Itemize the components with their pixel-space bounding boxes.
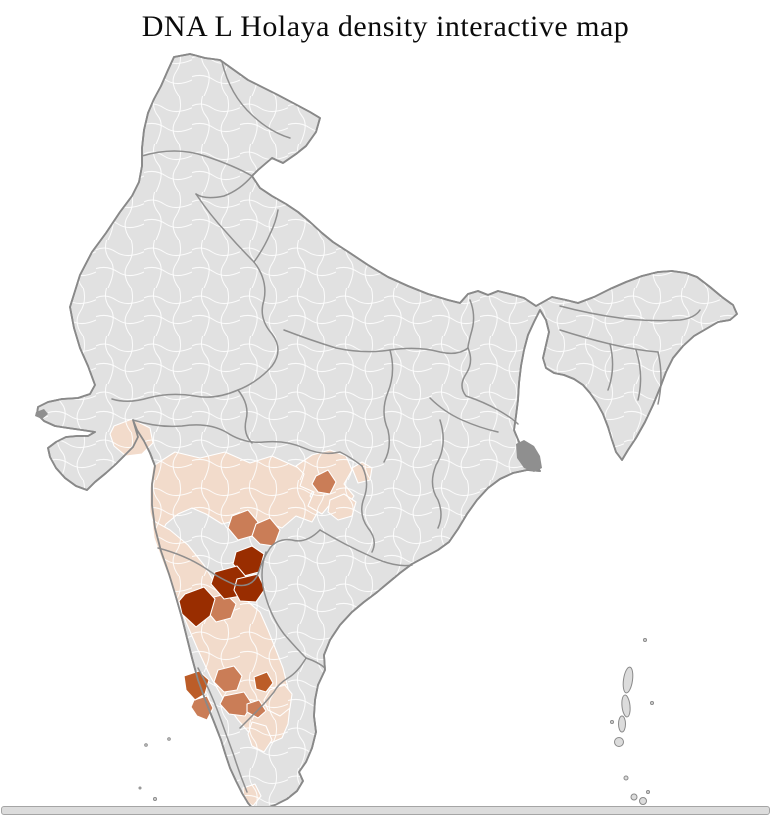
india-outline	[36, 53, 738, 812]
state-borders	[111, 61, 701, 793]
district-shape[interactable]	[246, 699, 267, 719]
district-shape[interactable]	[251, 517, 281, 547]
district-shape[interactable]	[253, 671, 274, 693]
district-shape[interactable]	[190, 695, 214, 721]
sundarbans-delta-shade	[35, 409, 542, 472]
horizontal-scrollbar[interactable]	[1, 806, 770, 815]
district-borders-texture	[37, 54, 737, 811]
andaman-nicobar-islands[interactable]	[610, 638, 654, 814]
district-shape[interactable]	[178, 586, 216, 628]
district-shape[interactable]	[219, 691, 253, 717]
district-shape[interactable]	[213, 665, 243, 693]
district-shape[interactable]	[311, 469, 337, 495]
district-density-highest-group[interactable]	[178, 545, 266, 628]
district-density-medium-group[interactable]	[190, 469, 337, 721]
page-title: DNA L Holaya density interactive map	[141, 10, 630, 43]
lakshadweep-islands[interactable]	[138, 737, 171, 801]
